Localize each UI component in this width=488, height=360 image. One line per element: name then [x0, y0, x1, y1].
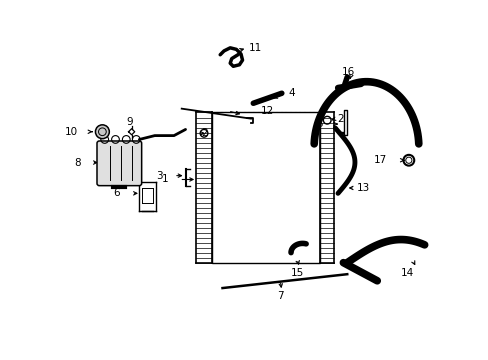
Text: 6: 6 — [113, 188, 120, 198]
Text: 2: 2 — [201, 128, 207, 138]
Text: 15: 15 — [290, 268, 303, 278]
Text: 17: 17 — [373, 155, 386, 165]
Text: 5: 5 — [315, 119, 322, 129]
Text: 3: 3 — [156, 171, 162, 181]
Text: 16: 16 — [342, 67, 355, 77]
Text: 1: 1 — [162, 175, 168, 184]
Circle shape — [95, 125, 109, 139]
Text: 2: 2 — [337, 114, 343, 123]
FancyBboxPatch shape — [97, 141, 142, 186]
Text: 12: 12 — [261, 106, 274, 116]
Text: 11: 11 — [248, 43, 262, 53]
Text: 13: 13 — [356, 183, 369, 193]
Text: 10: 10 — [64, 127, 78, 137]
Text: 8: 8 — [74, 158, 81, 167]
Bar — [212, 112, 320, 263]
Text: 9: 9 — [126, 117, 133, 127]
Text: 7: 7 — [276, 291, 283, 301]
Text: 14: 14 — [400, 268, 413, 278]
Text: 4: 4 — [287, 88, 294, 98]
